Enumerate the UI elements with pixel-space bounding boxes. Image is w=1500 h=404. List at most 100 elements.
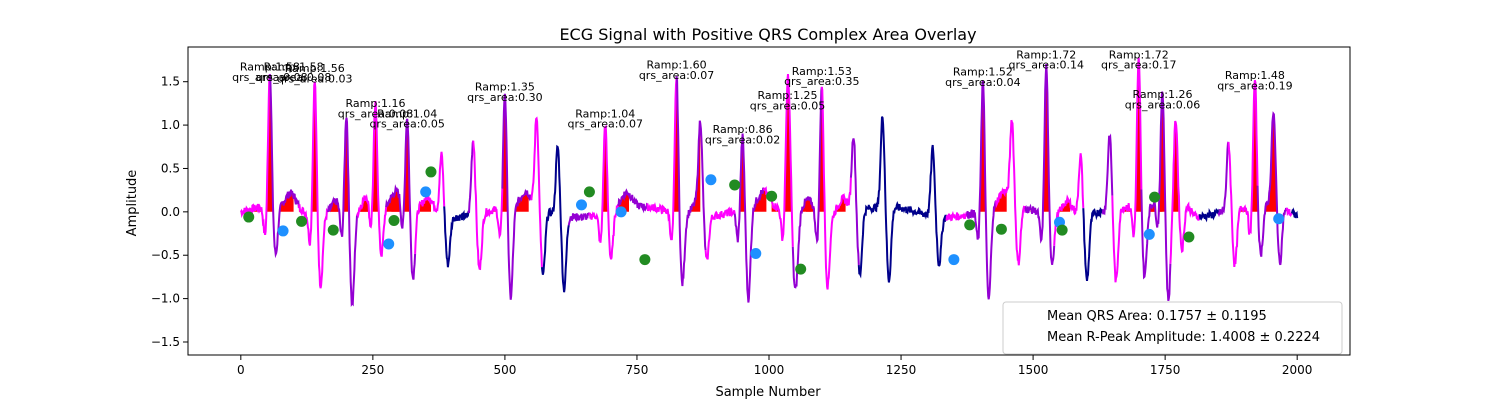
ecg-signal-segment-35 bbox=[1198, 207, 1220, 223]
ecg-signal-segment-23 bbox=[849, 138, 860, 266]
x-tick-label-8: 2000 bbox=[1282, 363, 1313, 377]
s-point-marker-9 bbox=[795, 263, 807, 275]
ecg-signal-segment-18 bbox=[704, 206, 736, 260]
legend-entry-qrs-area: Mean QRS Area: 0.1757 ± 0.1195 bbox=[1047, 309, 1267, 324]
ecg-signal-segment-10 bbox=[501, 93, 533, 300]
peak-label-area-9: qrs_area:0.05 bbox=[750, 99, 825, 112]
q-point-marker-1 bbox=[383, 238, 395, 250]
y-tick-label-3: 0.0 bbox=[161, 205, 180, 219]
peak-label-area-14: qrs_area:0.06 bbox=[1125, 99, 1200, 112]
y-tick-label-1: −1.0 bbox=[151, 292, 180, 306]
peak-label-area-8: qrs_area:0.02 bbox=[705, 133, 780, 146]
ecg-signal-segment-38 bbox=[1256, 111, 1288, 266]
y-axis-label: Amplitude bbox=[125, 170, 140, 237]
peak-label-area-11: qrs_area:0.04 bbox=[945, 76, 1020, 89]
ecg-signal-segment-16 bbox=[646, 76, 678, 241]
ecg-signal-segment-9 bbox=[472, 140, 504, 271]
q-point-marker-7 bbox=[948, 254, 960, 266]
ecg-signal-segment-28 bbox=[1024, 64, 1056, 265]
y-tick-label-4: 0.5 bbox=[161, 161, 180, 175]
s-point-marker-13 bbox=[1149, 191, 1161, 203]
s-point-marker-14 bbox=[1183, 231, 1195, 243]
peak-label-ramp-0: Ramp:1.58 bbox=[240, 60, 300, 73]
peak-label-ramp-10: Ramp:1.53 bbox=[792, 65, 852, 78]
ecg-signal-segment-15 bbox=[617, 188, 649, 214]
s-point-marker-2 bbox=[327, 224, 339, 236]
s-point-marker-10 bbox=[964, 219, 976, 231]
qrs-area-11 bbox=[967, 80, 1007, 212]
peak-label-area-5: qrs_area:0.30 bbox=[467, 91, 542, 104]
ecg-signal-segment-22 bbox=[820, 86, 852, 290]
ecg-signal-segment-8 bbox=[467, 140, 475, 214]
peak-label-ramp-5: Ramp:1.35 bbox=[475, 80, 535, 93]
s-point-marker-3 bbox=[388, 215, 400, 227]
x-tick-label-4: 1000 bbox=[754, 363, 785, 377]
q-point-marker-9 bbox=[1143, 228, 1155, 240]
peak-label-area-1: qrs_area:0.03 bbox=[277, 73, 352, 86]
peak-label-area-6: qrs_area:0.07 bbox=[568, 118, 643, 131]
s-point-marker-11 bbox=[995, 223, 1007, 235]
peak-label-area-7: qrs_area:0.07 bbox=[639, 69, 714, 82]
peak-label-area-3: qrs_area:0.08 bbox=[338, 107, 413, 120]
legend-entry-r-peak: Mean R-Peak Amplitude: 1.4008 ± 0.2224 bbox=[1047, 330, 1320, 345]
x-tick-label-3: 750 bbox=[626, 363, 649, 377]
q-point-marker-10 bbox=[1273, 213, 1285, 225]
qrs-area-8 bbox=[726, 133, 767, 212]
ecg-signal-segment-6 bbox=[414, 151, 446, 254]
qrs-area-0 bbox=[254, 74, 294, 212]
ecg-signal-segment-33 bbox=[1140, 91, 1172, 302]
legend-box bbox=[1002, 301, 1343, 355]
q-point-marker-6 bbox=[750, 247, 762, 259]
s-point-marker-7 bbox=[729, 179, 741, 191]
peak-label-area-2: qrs_area:0.08 bbox=[256, 71, 331, 84]
ecg-signal-segment-12 bbox=[540, 144, 570, 293]
peak-label-ramp-9: Ramp:1.25 bbox=[757, 89, 817, 102]
peak-label-ramp-8: Ramp:0.86 bbox=[713, 123, 773, 136]
q-point-marker-2 bbox=[420, 186, 432, 198]
ecg-signal-segment-27 bbox=[995, 119, 1027, 266]
q-point-marker-5 bbox=[705, 174, 717, 186]
plot-area: Ramp:1.58qrs_area:0.08Ramp:1.56qrs_area:… bbox=[151, 46, 1351, 377]
peak-label-ramp-12: Ramp:1.72 bbox=[1016, 48, 1076, 61]
peak-label-area-12: qrs_area:0.14 bbox=[1009, 59, 1084, 72]
peak-label-ramp-15: Ramp:1.48 bbox=[1225, 69, 1285, 82]
ecg-signal-segment-25 bbox=[945, 210, 969, 222]
s-point-marker-5 bbox=[583, 186, 595, 198]
ecg-signal-segment-36 bbox=[1217, 141, 1230, 218]
ecg-signal-segment-5 bbox=[385, 118, 417, 280]
peak-label-ramp-13: Ramp:1.72 bbox=[1109, 48, 1169, 61]
x-tick-label-0: 0 bbox=[237, 363, 245, 377]
q-point-marker-4 bbox=[615, 206, 627, 218]
x-tick-label-1: 250 bbox=[361, 363, 384, 377]
peak-label-ramp-6: Ramp:1.04 bbox=[575, 107, 635, 120]
peak-label-ramp-7: Ramp:1.60 bbox=[647, 59, 707, 72]
y-tick-label-5: 1.0 bbox=[161, 118, 180, 132]
ecg-signal-segment-1 bbox=[268, 74, 300, 259]
qrs-area-4 bbox=[391, 118, 431, 212]
s-point-marker-0 bbox=[243, 211, 255, 223]
peak-label-ramp-2: Ramp:1.58 bbox=[264, 60, 324, 73]
ecg-signal-segment-0 bbox=[239, 74, 271, 236]
ecg-signal-segment-17 bbox=[675, 76, 707, 287]
qrs-area-15 bbox=[1239, 80, 1279, 212]
peak-label-area-10: qrs_area:0.35 bbox=[784, 75, 859, 88]
peak-label-ramp-1: Ramp:1.56 bbox=[285, 62, 345, 75]
peak-label-ramp-11: Ramp:1.52 bbox=[953, 66, 1013, 79]
ecg-signal-segment-14 bbox=[588, 124, 620, 260]
qrs-area-5 bbox=[489, 93, 529, 212]
ecg-signal-segment-31 bbox=[1101, 133, 1114, 216]
ecg-signal-segment-13 bbox=[567, 212, 591, 226]
peak-label-area-15: qrs_area:0.19 bbox=[1217, 80, 1292, 93]
s-point-marker-8 bbox=[766, 190, 778, 202]
peak-label-ramp-14: Ramp:1.26 bbox=[1132, 88, 1192, 101]
ecg-signal-segment-30 bbox=[1082, 206, 1104, 282]
ecg-signal-segment-40 bbox=[1290, 207, 1299, 219]
s-point-marker-6 bbox=[639, 254, 651, 266]
y-tick-label-2: −0.5 bbox=[151, 248, 180, 262]
peak-label-ramp-4: Ramp:1.04 bbox=[377, 107, 437, 120]
chart-title: ECG Signal with Positive QRS Complex Are… bbox=[559, 25, 976, 44]
ecg-signal-segment-7 bbox=[443, 206, 470, 268]
y-tick-label-0: −1.5 bbox=[151, 335, 180, 349]
